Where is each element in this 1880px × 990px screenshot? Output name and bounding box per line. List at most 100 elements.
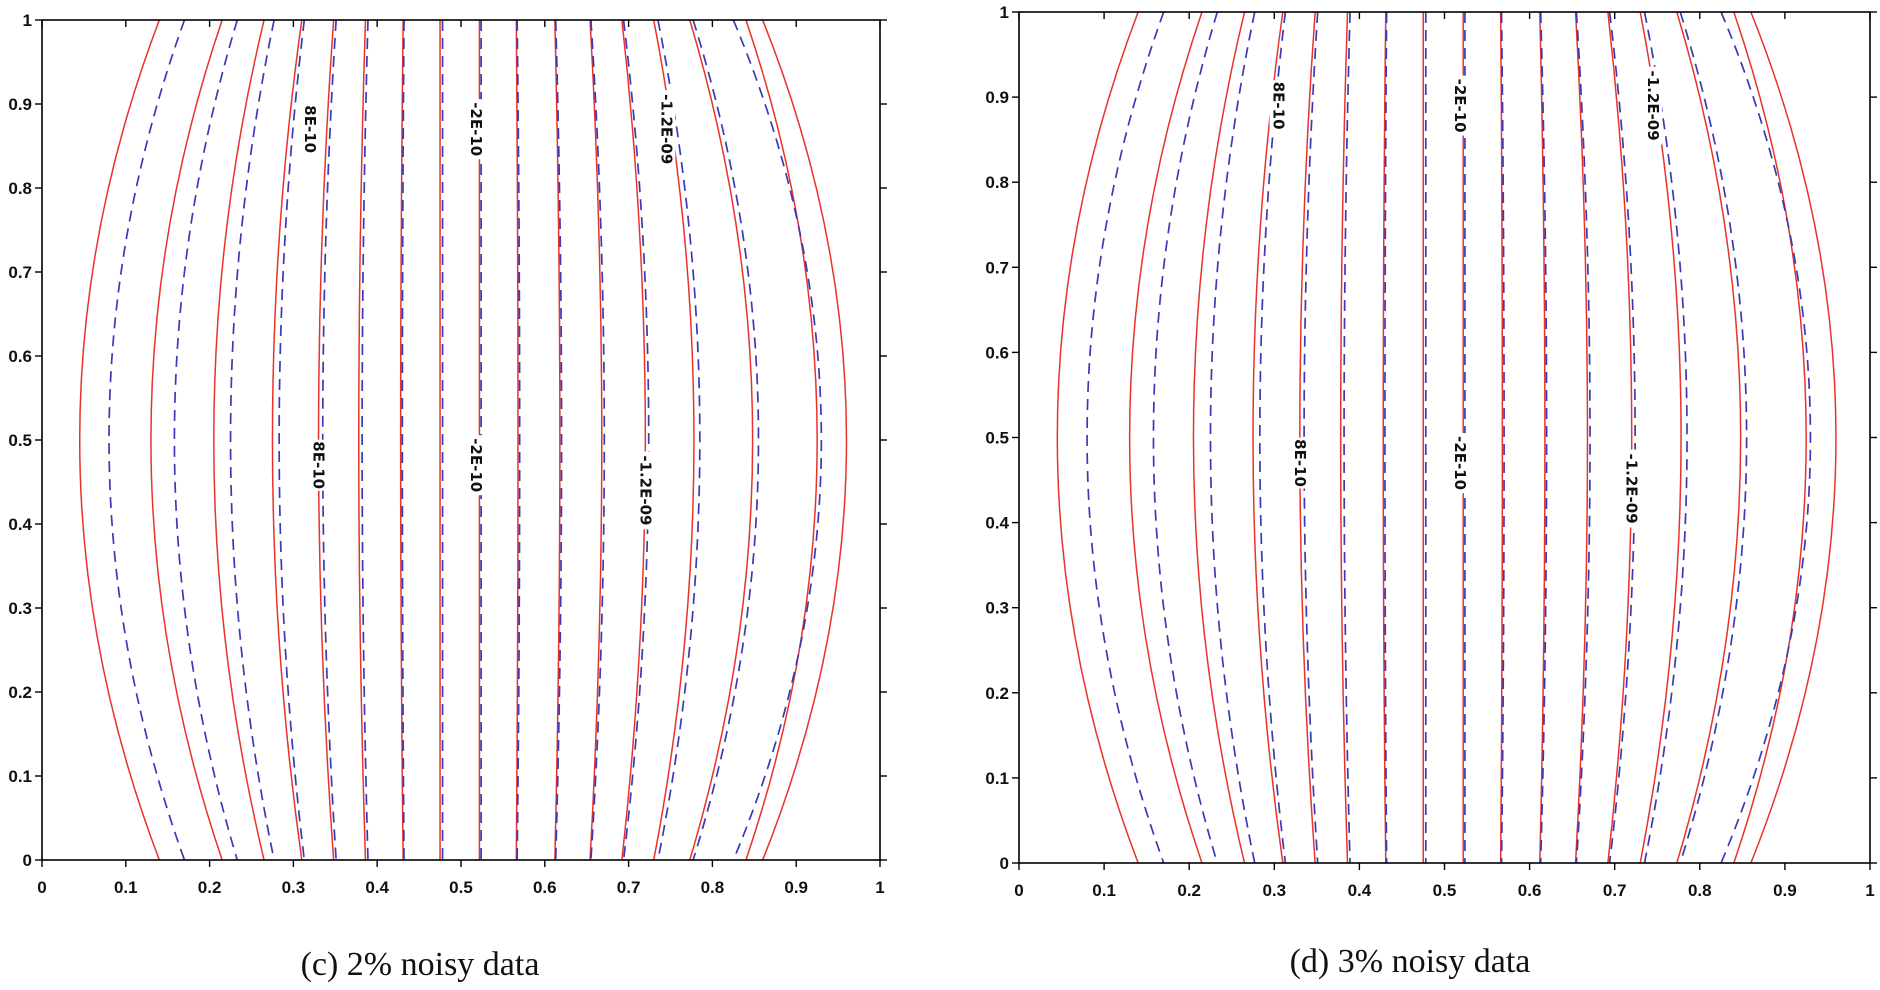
solid-contour-2 — [213, 20, 265, 860]
y-tick-label: 0.7 — [985, 258, 1009, 277]
y-tick-label: 0.6 — [985, 343, 1009, 362]
y-tick-label: 0.8 — [8, 179, 32, 198]
caption-3-percent: (d) 3% noisy data — [1290, 943, 1531, 980]
solid-contour-4 — [1299, 12, 1316, 863]
dashed-contour-15 — [1720, 12, 1812, 863]
y-tick-label: 0.4 — [985, 514, 1009, 533]
dashed-contour-2 — [1209, 12, 1256, 863]
dashed-contour-3 — [278, 20, 306, 860]
solid-contour-9 — [1499, 12, 1504, 863]
x-tick-label: 0.9 — [784, 878, 808, 897]
dashed-contour-9 — [516, 20, 521, 860]
x-tick-label: 0.3 — [282, 878, 306, 897]
contour-label-text: -1.2E-09 — [657, 94, 675, 164]
dashed-contour-5 — [361, 20, 369, 860]
solid-contour-14 — [1676, 12, 1742, 863]
x-tick-label: 0.2 — [1177, 881, 1201, 900]
dashed-contour-13 — [657, 20, 701, 860]
dashed-contour-5 — [1343, 12, 1351, 863]
contour-label-3: 8E-10 — [1290, 437, 1309, 489]
contour-label-5: -1.2E-09 — [1622, 449, 1641, 528]
dashed-contour-10 — [554, 20, 563, 860]
contour-label-text: -2E-10 — [467, 438, 485, 492]
solid-contour-16 — [1750, 12, 1837, 863]
y-tick-label: 0.7 — [8, 263, 32, 282]
contour-label-bg — [1450, 433, 1469, 494]
y-tick-label: 0 — [1000, 854, 1009, 873]
solid-contour-2 — [1192, 12, 1246, 863]
y-tick-label: 0.9 — [985, 88, 1009, 107]
solid-contour-11 — [589, 20, 603, 860]
dashed-contour-1 — [173, 20, 239, 860]
solid-contour-3 — [271, 20, 303, 860]
solid-contour-14 — [689, 20, 754, 860]
dashed-contour-10 — [1539, 12, 1548, 863]
contour-label-bg — [301, 103, 320, 155]
dashed-contour-12 — [622, 20, 650, 860]
solid-contour-12 — [621, 20, 647, 860]
contour-lines — [78, 20, 848, 860]
dashed-contour-3 — [1258, 12, 1287, 863]
dashed-contour-6 — [1384, 12, 1388, 863]
x-tick-label: 0 — [1014, 881, 1023, 900]
dashed-contour-15 — [732, 20, 823, 860]
contour-lines — [1056, 12, 1837, 863]
contour-label-text: -2E-10 — [1451, 436, 1469, 490]
contour-label-1: -2E-10 — [467, 99, 486, 160]
x-tick-label: 0.1 — [1092, 881, 1116, 900]
contour-label-text: -1.2E-09 — [636, 455, 654, 525]
solid-contour-1 — [1128, 12, 1203, 863]
dashed-contour-11 — [1575, 12, 1591, 863]
y-tick-label: 0.4 — [8, 515, 32, 534]
dashed-contour-2 — [229, 20, 275, 860]
x-tick-label: 0.1 — [114, 878, 138, 897]
contour-label-bg — [467, 99, 486, 160]
contour-label-text: -1.2E-09 — [1644, 71, 1662, 141]
dashed-contour-12 — [1608, 12, 1636, 863]
contour-label-3: 8E-10 — [309, 439, 328, 491]
contour-label-text: 8E-10 — [310, 441, 328, 489]
contour-label-text: -2E-10 — [467, 102, 485, 156]
solid-contour-10 — [1539, 12, 1546, 863]
x-tick-label: 0.9 — [1773, 881, 1797, 900]
x-tick-label: 0.7 — [1603, 881, 1627, 900]
x-tick-label: 0.8 — [1688, 881, 1712, 900]
solid-contour-0 — [1056, 12, 1139, 863]
contour-label-bg — [1450, 75, 1469, 136]
dashed-contour-1 — [1152, 12, 1219, 863]
dashed-contour-9 — [1500, 12, 1505, 863]
contour-label-bg — [1269, 80, 1288, 132]
dashed-contour-14 — [1679, 12, 1748, 863]
y-tick-label: 0.9 — [8, 95, 32, 114]
contour-label-4: -2E-10 — [1450, 433, 1469, 494]
x-tick-label: 0.7 — [617, 878, 641, 897]
y-tick-label: 0.5 — [8, 431, 32, 450]
plot-frame — [1018, 11, 1871, 864]
solid-contour-16 — [761, 20, 848, 860]
solid-contour-1 — [150, 20, 223, 860]
contour-label-0: 8E-10 — [301, 103, 320, 155]
contour-label-text: -1.2E-09 — [1623, 453, 1641, 523]
contour-label-4: -2E-10 — [467, 435, 486, 496]
contour-label-bg — [1290, 437, 1309, 489]
contour-label-0: 8E-10 — [1269, 80, 1288, 132]
y-tick-label: 0.6 — [8, 347, 32, 366]
solid-contour-3 — [1252, 12, 1284, 863]
x-tick-label: 0.5 — [1433, 881, 1457, 900]
solid-contour-10 — [554, 20, 561, 860]
solid-contour-6 — [399, 20, 404, 860]
plot-frame — [41, 19, 881, 861]
y-tick-label: 0.8 — [985, 173, 1009, 192]
contour-label-text: 8E-10 — [1270, 82, 1288, 130]
contour-label-text: 8E-10 — [1291, 439, 1309, 487]
solid-contour-0 — [78, 20, 161, 860]
x-tick-label: 0.4 — [1348, 881, 1372, 900]
y-tick-label: 0.3 — [8, 599, 32, 618]
solid-contour-15 — [745, 20, 818, 860]
contour-label-1: -2E-10 — [1450, 75, 1469, 136]
contour-label-bg — [467, 435, 486, 496]
contour-label-bg — [1622, 449, 1641, 528]
solid-contour-5 — [1339, 12, 1349, 863]
caption-2-percent: (c) 2% noisy data — [301, 946, 540, 983]
